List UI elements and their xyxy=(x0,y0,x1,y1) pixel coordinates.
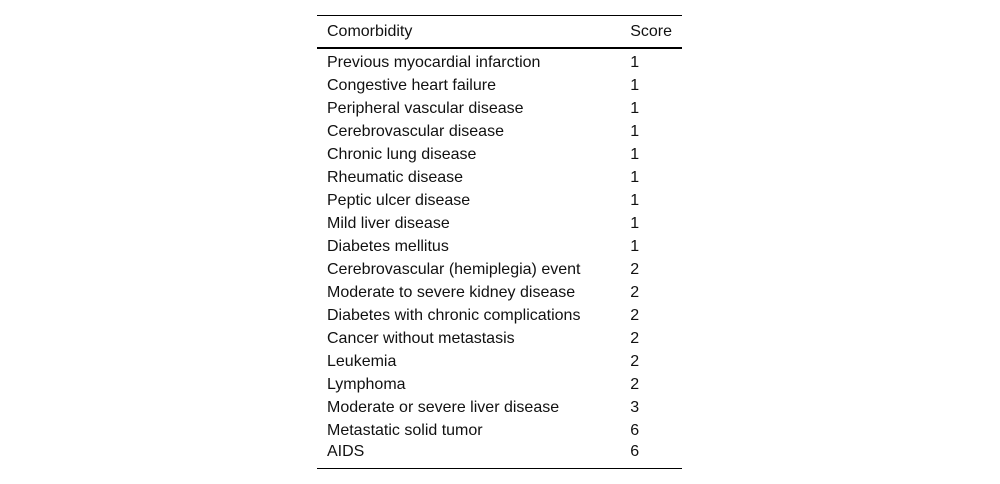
table-row: Diabetes mellitus 1 xyxy=(317,235,682,258)
score-cell: 2 xyxy=(630,330,640,347)
comorbidity-cell: Cancer without metastasis xyxy=(327,330,515,347)
table-row: Lymphoma 2 xyxy=(317,373,682,396)
table-row: Peripheral vascular disease 1 xyxy=(317,97,682,120)
score-cell: 6 xyxy=(620,442,682,469)
table-row: Moderate to severe kidney disease 2 xyxy=(317,281,682,304)
score-cell: 1 xyxy=(630,192,640,209)
comorbidity-cell: Chronic lung disease xyxy=(327,146,477,163)
comorbidity-cell: Diabetes with chronic complications xyxy=(327,307,581,324)
score-cell: 6 xyxy=(630,422,640,439)
column-header: Score xyxy=(620,15,682,49)
comorbidity-cell: Leukemia xyxy=(327,353,397,370)
table-row: Cerebrovascular disease 1 xyxy=(317,120,682,143)
comorbidity-table: Comorbidity Score Previous myocardial in… xyxy=(317,15,682,469)
comorbidity-cell: Cerebrovascular disease xyxy=(327,123,504,140)
table-row: Rheumatic disease 1 xyxy=(317,166,682,189)
table-row: Diabetes with chronic complications 2 xyxy=(317,304,682,327)
column-header: Comorbidity xyxy=(317,15,621,49)
table-row: Congestive heart failure 1 xyxy=(317,74,682,97)
comorbidity-cell: Mild liver disease xyxy=(327,215,450,232)
comorbidity-cell: Peptic ulcer disease xyxy=(327,192,471,209)
table-row: Cerebrovascular (hemiplegia) event 2 xyxy=(317,258,682,281)
comorbidity-cell: Diabetes mellitus xyxy=(327,238,449,255)
comorbidity-cell: Peripheral vascular disease xyxy=(327,100,524,117)
score-cell: 2 xyxy=(630,353,640,370)
table-row: Leukemia 2 xyxy=(317,350,682,373)
table-row: Peptic ulcer disease 1 xyxy=(317,189,682,212)
score-cell: 3 xyxy=(630,399,640,416)
score-cell: 2 xyxy=(630,284,640,301)
table-row: AIDS 6 xyxy=(317,442,682,469)
comorbidity-cell: Moderate or severe liver disease xyxy=(327,399,560,416)
score-cell: 2 xyxy=(630,307,640,324)
header-row: Comorbidity Score xyxy=(317,15,682,49)
score-cell: 1 xyxy=(630,238,640,255)
comorbidity-cell: Cerebrovascular (hemiplegia) event xyxy=(327,261,581,278)
comorbidity-cell: Previous myocardial infarction xyxy=(327,54,541,71)
score-cell: 1 xyxy=(630,54,640,71)
table-row: Mild liver disease 1 xyxy=(317,212,682,235)
table-row: Metastatic solid tumor 6 xyxy=(317,419,682,442)
comorbidity-cell: Congestive heart failure xyxy=(327,77,496,94)
comorbidity-cell: Moderate to severe kidney disease xyxy=(327,284,576,301)
table-row: Cancer without metastasis 2 xyxy=(317,327,682,350)
comorbidity-cell: Metastatic solid tumor xyxy=(327,422,483,439)
table-row: Moderate or severe liver disease 3 xyxy=(317,396,682,419)
comorbidity-cell: Lymphoma xyxy=(327,376,406,393)
score-cell: 1 xyxy=(630,215,640,232)
score-cell: 2 xyxy=(630,376,640,393)
score-cell: 1 xyxy=(630,100,640,117)
comorbidity-cell: Rheumatic disease xyxy=(327,169,464,186)
table-row: Previous myocardial infarction 1 xyxy=(317,48,682,74)
score-cell: 2 xyxy=(630,261,640,278)
score-cell: 1 xyxy=(630,169,640,186)
score-cell: 1 xyxy=(630,77,640,94)
score-cell: 1 xyxy=(630,123,640,140)
score-cell: 1 xyxy=(630,146,640,163)
comorbidity-cell: AIDS xyxy=(317,442,621,469)
table-row: Chronic lung disease 1 xyxy=(317,143,682,166)
